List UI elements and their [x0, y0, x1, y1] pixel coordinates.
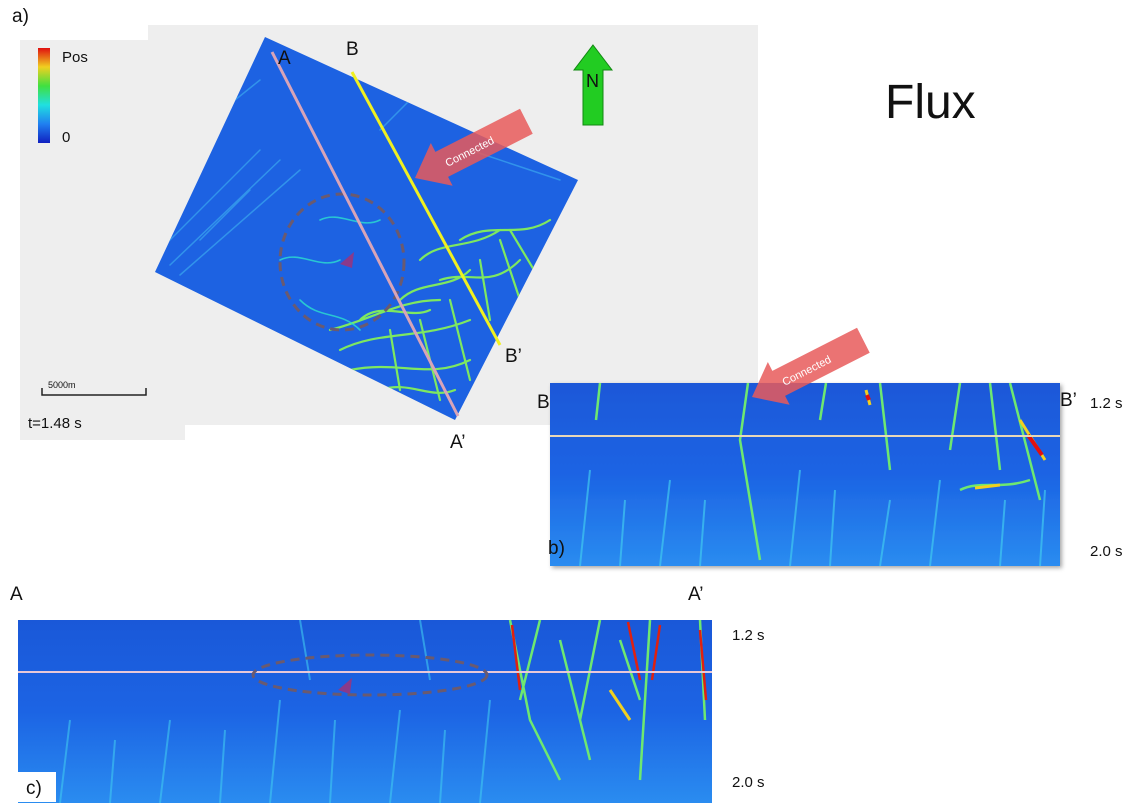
bottom-time: 2.0 s: [732, 774, 765, 791]
line-a-start: A: [278, 48, 291, 69]
top-time: 1.2 s: [732, 627, 765, 644]
line-a-end: A’: [450, 432, 465, 453]
section-b: [550, 383, 1060, 566]
legend-min: 0: [62, 129, 70, 146]
bottom-time: 2.0 s: [1090, 543, 1123, 560]
scale-label: 5000m: [48, 380, 76, 390]
section-c: [18, 620, 712, 803]
panel-c: A A’ 1.2 s 2.0 s c): [10, 584, 765, 803]
title: Flux: [885, 76, 976, 129]
panel-label: c): [26, 778, 42, 799]
north-label: N: [586, 71, 599, 91]
panel-label: b): [548, 538, 565, 559]
section-end: B’: [1060, 390, 1077, 411]
section-end: A’: [688, 584, 703, 605]
line-b-end: B’: [505, 346, 522, 367]
color-bar: [38, 48, 50, 143]
panel-label: a): [12, 6, 29, 27]
legend-max: Pos: [62, 49, 88, 66]
section-start: A: [10, 584, 23, 605]
section-start: B: [537, 392, 550, 413]
line-b-start: B: [346, 39, 359, 60]
time-label: t=1.48 s: [28, 415, 82, 432]
top-time: 1.2 s: [1090, 395, 1123, 412]
figure: a) Pos 0 A A’ B B’ Connected: [0, 0, 1137, 809]
